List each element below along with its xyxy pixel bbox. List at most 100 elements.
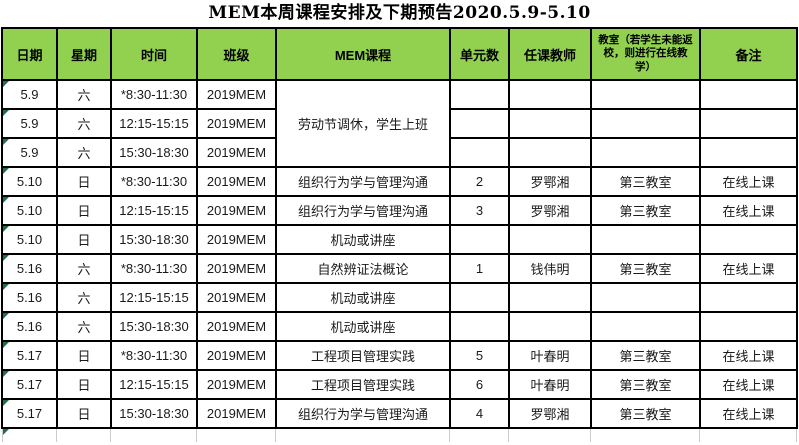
cell-units[interactable]: 3 bbox=[449, 195, 510, 226]
cell-teacher[interactable] bbox=[508, 137, 592, 168]
cell-time[interactable]: *8:30-11:30 bbox=[110, 79, 198, 110]
cell-time[interactable]: 15:30-18:30 bbox=[110, 311, 198, 342]
cell-note[interactable]: 在线上课 bbox=[699, 340, 798, 371]
cell-class[interactable]: 2019MEM bbox=[196, 108, 277, 139]
cell-units[interactable]: 4 bbox=[449, 398, 510, 429]
cell-class[interactable]: 2019MEM bbox=[196, 369, 277, 400]
cell-room[interactable]: 第三教室 bbox=[590, 166, 701, 197]
cell-course[interactable]: 组织行为学与管理沟通 bbox=[275, 166, 451, 197]
cell-teacher[interactable] bbox=[508, 282, 592, 313]
cell-course[interactable]: 机动或讲座 bbox=[275, 311, 451, 342]
cell-note[interactable] bbox=[699, 79, 798, 110]
cell-time[interactable]: *8:30-11:30 bbox=[110, 253, 198, 284]
cell-room[interactable] bbox=[590, 311, 701, 342]
cell-teacher[interactable] bbox=[508, 108, 592, 139]
cell-date[interactable]: 5.17 bbox=[1, 369, 58, 400]
cell-room[interactable] bbox=[590, 282, 701, 313]
cell-note[interactable]: 在线上课 bbox=[699, 166, 798, 197]
cell-day[interactable]: 日 bbox=[56, 398, 112, 429]
cell-time[interactable]: 15:30-18:30 bbox=[110, 137, 198, 168]
cell-class[interactable]: 2019MEM bbox=[196, 398, 277, 429]
cell-room[interactable] bbox=[590, 79, 701, 110]
cell-day[interactable]: 日 bbox=[56, 195, 112, 226]
cell-day[interactable]: 六 bbox=[56, 282, 112, 313]
cell-day[interactable]: 日 bbox=[56, 340, 112, 371]
cell-day[interactable]: 日 bbox=[56, 166, 112, 197]
cell-room[interactable]: 第三教室 bbox=[590, 340, 701, 371]
cell-class[interactable]: 2019MEM bbox=[196, 253, 277, 284]
cell-note[interactable]: 在线上课 bbox=[699, 253, 798, 284]
cell-time[interactable]: 15:30-18:30 bbox=[110, 224, 198, 255]
cell-time[interactable]: 12:15-15:15 bbox=[110, 108, 198, 139]
cell-units[interactable]: 5 bbox=[449, 340, 510, 371]
cell-class[interactable]: 2019MEM bbox=[196, 340, 277, 371]
cell-class[interactable]: 2019MEM bbox=[196, 166, 277, 197]
cell-class[interactable]: 2019MEM bbox=[196, 311, 277, 342]
cell-course[interactable]: 组织行为学与管理沟通 bbox=[275, 195, 451, 226]
cell-room[interactable] bbox=[590, 137, 701, 168]
cell-time[interactable]: 12:15-15:15 bbox=[110, 282, 198, 313]
cell-time[interactable]: 15:30-18:30 bbox=[110, 398, 198, 429]
cell-room[interactable] bbox=[590, 108, 701, 139]
cell-date[interactable]: 5.9 bbox=[1, 79, 58, 110]
cell-note[interactable]: 在线上课 bbox=[699, 398, 798, 429]
cell-units[interactable] bbox=[449, 224, 510, 255]
cell-teacher[interactable]: 罗鄂湘 bbox=[508, 195, 592, 226]
cell-note[interactable]: 在线上课 bbox=[699, 369, 798, 400]
cell-note[interactable] bbox=[699, 108, 798, 139]
cell-teacher[interactable] bbox=[508, 224, 592, 255]
cell-note[interactable] bbox=[699, 137, 798, 168]
cell-note[interactable] bbox=[699, 224, 798, 255]
cell-date[interactable]: 5.10 bbox=[1, 224, 58, 255]
cell-time[interactable]: *8:30-11:30 bbox=[110, 340, 198, 371]
cell-teacher[interactable]: 叶春明 bbox=[508, 340, 592, 371]
cell-date[interactable]: 5.17 bbox=[1, 340, 58, 371]
cell-class[interactable]: 2019MEM bbox=[196, 195, 277, 226]
cell-course[interactable]: 组织行为学与管理沟通 bbox=[275, 398, 451, 429]
cell-date[interactable]: 5.10 bbox=[1, 195, 58, 226]
cell-date[interactable]: 5.9 bbox=[1, 137, 58, 168]
cell-teacher[interactable] bbox=[508, 79, 592, 110]
cell-day[interactable]: 六 bbox=[56, 137, 112, 168]
cell-units[interactable]: 2 bbox=[449, 166, 510, 197]
cell-date[interactable]: 5.10 bbox=[1, 166, 58, 197]
cell-room[interactable]: 第三教室 bbox=[590, 369, 701, 400]
cell-teacher[interactable]: 钱伟明 bbox=[508, 253, 592, 284]
cell-course[interactable]: 劳动节调休，学生上班 bbox=[275, 79, 451, 168]
cell-class[interactable]: 2019MEM bbox=[196, 137, 277, 168]
cell-day[interactable]: 六 bbox=[56, 253, 112, 284]
cell-course[interactable]: 工程项目管理实践 bbox=[275, 340, 451, 371]
cell-time[interactable]: 12:15-15:15 bbox=[110, 195, 198, 226]
cell-class[interactable]: 2019MEM bbox=[196, 282, 277, 313]
cell-date[interactable]: 5.16 bbox=[1, 253, 58, 284]
cell-day[interactable]: 六 bbox=[56, 311, 112, 342]
cell-date[interactable]: 5.16 bbox=[1, 282, 58, 313]
cell-course[interactable]: 机动或讲座 bbox=[275, 224, 451, 255]
cell-day[interactable]: 日 bbox=[56, 369, 112, 400]
cell-class[interactable]: 2019MEM bbox=[196, 79, 277, 110]
cell-date[interactable]: 5.17 bbox=[1, 398, 58, 429]
cell-units[interactable] bbox=[449, 79, 510, 110]
cell-date[interactable]: 5.16 bbox=[1, 311, 58, 342]
cell-course[interactable]: 自然辨证法概论 bbox=[275, 253, 451, 284]
cell-room[interactable]: 第三教室 bbox=[590, 398, 701, 429]
cell-units[interactable] bbox=[449, 311, 510, 342]
cell-teacher[interactable]: 罗鄂湘 bbox=[508, 398, 592, 429]
cell-note[interactable]: 在线上课 bbox=[699, 195, 798, 226]
cell-note[interactable] bbox=[699, 311, 798, 342]
cell-room[interactable]: 第三教室 bbox=[590, 195, 701, 226]
cell-note[interactable] bbox=[699, 282, 798, 313]
cell-room[interactable] bbox=[590, 224, 701, 255]
cell-units[interactable] bbox=[449, 108, 510, 139]
cell-room[interactable]: 第三教室 bbox=[590, 253, 701, 284]
cell-day[interactable]: 日 bbox=[56, 224, 112, 255]
cell-teacher[interactable]: 叶春明 bbox=[508, 369, 592, 400]
cell-units[interactable]: 1 bbox=[449, 253, 510, 284]
cell-class[interactable]: 2019MEM bbox=[196, 224, 277, 255]
cell-course[interactable]: 机动或讲座 bbox=[275, 282, 451, 313]
cell-units[interactable] bbox=[449, 137, 510, 168]
cell-date[interactable]: 5.9 bbox=[1, 108, 58, 139]
cell-units[interactable]: 6 bbox=[449, 369, 510, 400]
cell-teacher[interactable] bbox=[508, 311, 592, 342]
cell-time[interactable]: *8:30-11:30 bbox=[110, 166, 198, 197]
